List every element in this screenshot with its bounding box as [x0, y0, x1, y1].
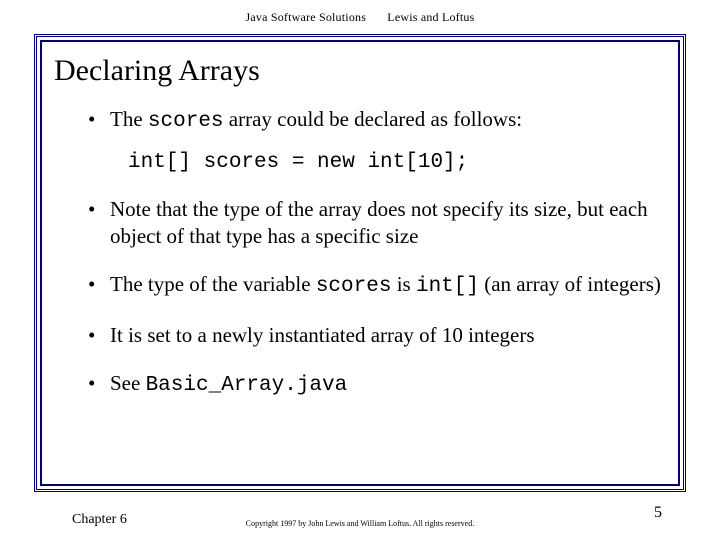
code-inline: scores [148, 110, 224, 133]
text-run: See [110, 371, 146, 395]
bullet-list: The scores array could be declared as fo… [88, 106, 670, 135]
header-book: Java Software Solutions [246, 10, 367, 25]
slide-title: Declaring Arrays [54, 54, 670, 88]
footer-copyright: Copyright 1997 by John Lewis and William… [0, 519, 720, 528]
text-run: The type of the variable [110, 272, 316, 296]
bullet-item: See Basic_Array.java [88, 370, 670, 399]
text-run: is [391, 272, 416, 296]
text-run: array could be declared as follows: [224, 107, 523, 131]
footer-page-number: 5 [654, 504, 662, 522]
content-area: Declaring Arrays The scores array could … [50, 48, 670, 480]
bullet-item: It is set to a newly instantiated array … [88, 322, 670, 348]
code-inline: scores [316, 275, 392, 298]
code-inline: Basic_Array.java [146, 374, 348, 397]
text-run: (an array of integers) [479, 272, 661, 296]
slide-page: Java Software Solutions Lewis and Loftus… [0, 0, 720, 540]
bullet-item: Note that the type of the array does not… [88, 196, 670, 249]
footer: Chapter 6 Copyright 1997 by John Lewis a… [0, 504, 720, 528]
code-block: int[] scores = new int[10]; [128, 151, 670, 174]
bullet-item: The scores array could be declared as fo… [88, 106, 670, 135]
bullet-item: The type of the variable scores is int[]… [88, 271, 670, 300]
header-authors: Lewis and Loftus [387, 10, 474, 25]
bullet-list: Note that the type of the array does not… [88, 196, 670, 399]
text-run: The [110, 107, 148, 131]
header: Java Software Solutions Lewis and Loftus [0, 0, 720, 33]
code-inline: int[] [416, 275, 479, 298]
